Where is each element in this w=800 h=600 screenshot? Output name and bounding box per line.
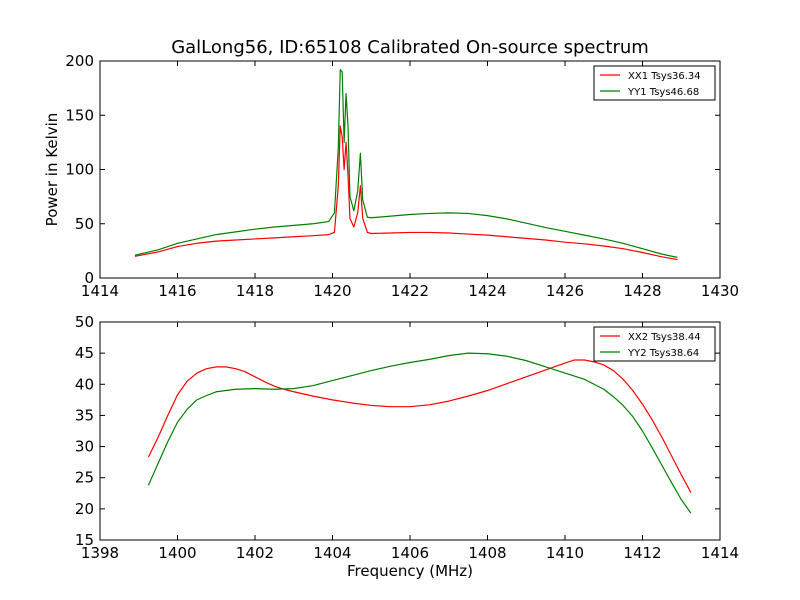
legend: XX2 Tsys38.44 YY2 Tsys38.64 — [593, 326, 716, 362]
x-tick-label: 1424 — [468, 282, 506, 300]
legend-box — [593, 65, 716, 101]
legend-box — [593, 326, 716, 362]
x-tick-label: 1414 — [701, 544, 739, 562]
y-tick-label: 200 — [65, 52, 94, 70]
x-tick-label: 1428 — [623, 282, 661, 300]
chart-panel-2: 1398 1400 1402 1404 1406 1408 1410 1412 1414 15 20… — [75, 313, 739, 580]
legend-label: YY2 Tsys38.64 — [627, 348, 699, 359]
y-tick-label: 25 — [75, 469, 94, 487]
series-line-xx2 — [147, 359, 692, 493]
x-tick-label: 1402 — [236, 544, 274, 562]
chart-panel-1: 1414 1416 1418 1420 1422 1424 1426 1428 1430 0 50 1… — [43, 52, 739, 300]
y-tick-label: 45 — [75, 344, 94, 362]
legend-label: XX1 Tsys36.34 — [628, 71, 701, 82]
x-tick-label: 1418 — [236, 282, 274, 300]
x-tick-label: 1430 — [701, 282, 739, 300]
y-tick-label: 20 — [75, 500, 94, 518]
chart-panels: 1414 1416 1418 1420 1422 1424 1426 1428 14300501… — [43, 52, 739, 580]
legend: XX1 Tsys36.34 YY1 Tsys46.68 — [593, 65, 716, 101]
legend-label: XX2 Tsys38.44 — [628, 332, 701, 343]
y-tick-label: 150 — [65, 106, 94, 124]
y-tick-label: 100 — [65, 161, 94, 179]
series-line-xx1 — [134, 125, 678, 261]
x-tick-label: 1414 — [81, 282, 119, 300]
y-tick-label: 35 — [75, 406, 94, 424]
series-line-yy1 — [134, 69, 678, 258]
y-tick-label: 50 — [75, 313, 94, 331]
x-tick-label: 1422 — [391, 282, 429, 300]
x-tick-label: 1420 — [313, 282, 351, 300]
x-tick-label: 1410 — [546, 544, 584, 562]
series-line-yy2 — [147, 352, 692, 514]
y-tick-label: 40 — [75, 375, 94, 393]
figure-title: GalLong56, ID:65108 Calibrated On-source… — [171, 37, 649, 58]
x-tick-label: 1406 — [391, 544, 429, 562]
x-tick-label: 1408 — [468, 544, 506, 562]
legend-label: YY1 Tsys46.68 — [627, 87, 699, 98]
y-tick-label: 0 — [84, 269, 94, 287]
y-tick-label: 30 — [75, 438, 94, 456]
x-tick-label: 1404 — [313, 544, 351, 562]
x-axis-title: Frequency (MHz) — [347, 562, 473, 580]
x-tick-label: 1416 — [158, 282, 196, 300]
x-tick-label: 1426 — [546, 282, 584, 300]
y-tick-label: 15 — [75, 531, 94, 549]
x-tick-label: 1400 — [158, 544, 196, 562]
x-tick-label: 1398 — [81, 544, 119, 562]
y-tick-label: 50 — [75, 215, 94, 233]
y-axis-title: Power in Kelvin — [43, 113, 61, 227]
x-tick-label: 1412 — [623, 544, 661, 562]
